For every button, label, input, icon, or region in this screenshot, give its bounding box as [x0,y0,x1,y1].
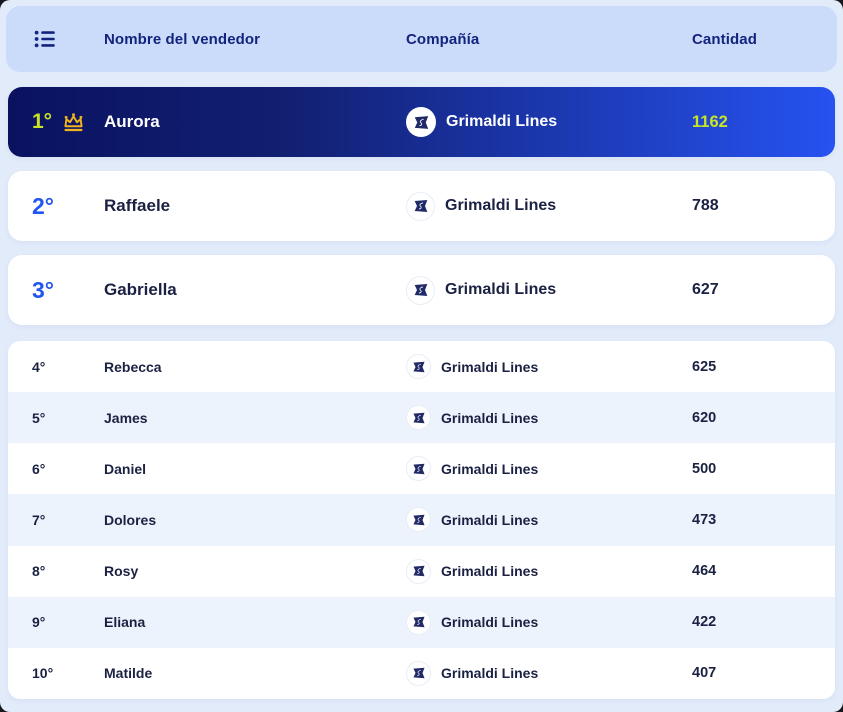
grimaldi-logo-icon [406,275,435,305]
quantity-value: 407 [692,665,717,682]
table-row[interactable]: 5° James Grimaldi Lines 620 [8,392,835,444]
rank-badge: 3° [32,277,104,304]
company-name: Grimaldi Lines [441,665,539,682]
company-name: Grimaldi Lines [445,281,557,298]
company-cell: Grimaldi Lines [406,275,692,305]
company-cell: Grimaldi Lines [406,660,692,686]
grimaldi-logo-icon [406,660,431,686]
quantity-value: 788 [692,197,719,214]
rank-badge: 1° [32,110,104,134]
rank-badge: 10° [32,665,104,681]
company-cell: Grimaldi Lines [406,507,692,533]
rank-badge: 9° [32,614,104,630]
rank-badge: 8° [32,563,104,579]
column-header-seller: Nombre del vendedor [104,30,261,48]
quantity-value: 625 [692,358,717,375]
rank-label: 8° [32,563,46,580]
grimaldi-logo-icon [406,191,435,221]
table-row[interactable]: 1° Aurora Grimaldi Lines 1162 [8,87,835,157]
company-cell: Grimaldi Lines [406,558,692,584]
company-cell: Grimaldi Lines [406,456,692,482]
company-cell: Grimaldi Lines [406,405,692,431]
company-name: Grimaldi Lines [445,197,557,214]
rank-label: 4° [32,358,46,375]
seller-name: Daniel [104,460,147,477]
company-name: Grimaldi Lines [441,563,539,580]
grimaldi-logo-icon [406,507,431,533]
rows-4-to-10-card: 4° Rebecca Grimaldi Lines 625 5° James G… [8,341,835,699]
grimaldi-logo-icon [406,405,431,431]
list-icon[interactable] [32,26,58,52]
quantity-value: 1162 [692,112,728,131]
rank-badge: 4° [32,359,104,375]
company-cell: Grimaldi Lines [406,191,692,221]
column-header-quantity: Cantidad [692,30,757,48]
quantity-value: 473 [692,511,717,528]
table-row[interactable]: 2° Raffaele Grimaldi Lines 788 [8,171,835,241]
company-name: Grimaldi Lines [441,511,539,528]
rank-badge: 7° [32,512,104,528]
quantity-value: 627 [692,281,719,298]
top-three-rows: 1° Aurora Grimaldi Lines 1162 2° Raffael… [0,87,843,325]
seller-name: Rebecca [104,358,162,375]
rank-label: 5° [32,409,46,426]
rank-badge: 5° [32,410,104,426]
table-row[interactable]: 10° Matilde Grimaldi Lines 407 [8,648,835,699]
rank-badge: 6° [32,461,104,477]
grimaldi-logo-icon [406,456,431,482]
seller-name: Raffaele [104,196,171,215]
company-name: Grimaldi Lines [446,113,558,130]
rank-label: 6° [32,460,46,477]
column-header-company: Compañía [406,30,480,48]
table-row[interactable]: 7° Dolores Grimaldi Lines 473 [8,494,835,546]
seller-name: Eliana [104,614,146,631]
company-name: Grimaldi Lines [441,358,539,375]
seller-name: Gabriella [104,280,177,299]
rank-label: 2° [32,192,54,219]
grimaldi-logo-icon [406,558,431,584]
company-name: Grimaldi Lines [441,460,539,477]
seller-name: Matilde [104,665,153,682]
company-cell: Grimaldi Lines [406,107,692,137]
rank-label: 7° [32,511,46,528]
seller-name: James [104,409,148,426]
company-name: Grimaldi Lines [441,409,539,426]
quantity-value: 620 [692,409,717,426]
quantity-value: 500 [692,460,717,477]
quantity-value: 464 [692,563,717,580]
seller-name: Dolores [104,511,157,528]
grimaldi-logo-icon [406,354,431,380]
table-header: Nombre del vendedor Compañía Cantidad [6,6,837,72]
table-row[interactable]: 8° Rosy Grimaldi Lines 464 [8,546,835,597]
table-row[interactable]: 9° Eliana Grimaldi Lines 422 [8,596,835,648]
company-cell: Grimaldi Lines [406,609,692,635]
company-name: Grimaldi Lines [441,614,539,631]
rank-label: 1° [32,110,53,133]
table-row[interactable]: 3° Gabriella Grimaldi Lines 627 [8,255,835,325]
seller-name: Rosy [104,563,139,580]
rank-label: 10° [32,665,54,682]
quantity-value: 422 [692,614,717,631]
crown-icon [64,113,83,132]
grimaldi-logo-icon [406,609,431,635]
company-cell: Grimaldi Lines [406,354,692,380]
rank-label: 3° [32,276,54,303]
seller-name: Aurora [104,112,160,131]
table-row[interactable]: 6° Daniel Grimaldi Lines 500 [8,443,835,494]
table-row[interactable]: 4° Rebecca Grimaldi Lines 625 [8,341,835,392]
rank-label: 9° [32,614,46,631]
grimaldi-logo-icon [406,107,436,137]
rank-badge: 2° [32,193,104,220]
